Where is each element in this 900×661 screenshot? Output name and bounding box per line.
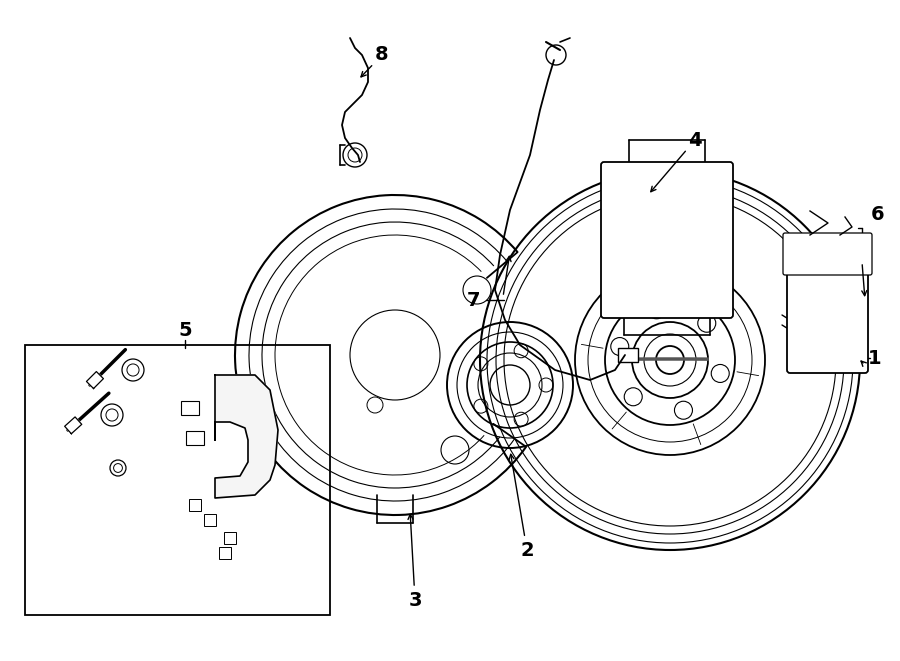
Text: 2: 2: [520, 541, 534, 559]
Polygon shape: [215, 375, 278, 498]
FancyBboxPatch shape: [219, 547, 231, 559]
Text: 3: 3: [409, 590, 422, 609]
Text: 8: 8: [375, 46, 389, 65]
FancyBboxPatch shape: [181, 401, 199, 415]
Polygon shape: [65, 417, 82, 434]
Text: 7: 7: [466, 290, 480, 309]
FancyBboxPatch shape: [224, 532, 236, 544]
FancyBboxPatch shape: [787, 267, 868, 373]
Text: 6: 6: [871, 206, 885, 225]
Bar: [25, 345, 330, 615]
Text: 1: 1: [868, 348, 882, 368]
Bar: [618, 348, 638, 362]
FancyBboxPatch shape: [601, 162, 733, 318]
Polygon shape: [86, 371, 104, 389]
FancyBboxPatch shape: [783, 233, 872, 275]
Text: 4: 4: [688, 130, 702, 149]
Text: 5: 5: [178, 321, 192, 340]
FancyBboxPatch shape: [186, 431, 204, 445]
FancyBboxPatch shape: [204, 514, 216, 526]
FancyBboxPatch shape: [189, 499, 201, 511]
